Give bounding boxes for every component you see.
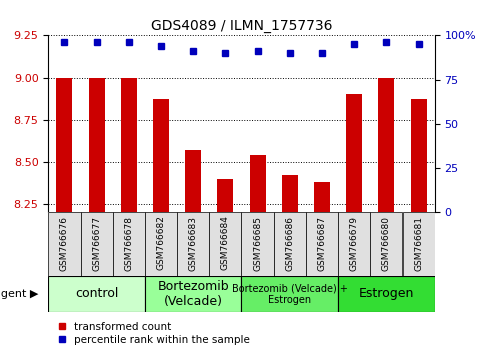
Bar <box>48 212 81 276</box>
Bar <box>209 212 242 276</box>
Bar <box>185 150 201 212</box>
Bar <box>177 212 209 276</box>
Text: GSM766683: GSM766683 <box>189 216 198 270</box>
Bar <box>346 95 362 212</box>
Bar <box>250 155 266 212</box>
Bar <box>113 212 145 276</box>
Text: GSM766680: GSM766680 <box>382 216 391 270</box>
Bar <box>274 212 306 276</box>
Bar <box>88 78 105 212</box>
Text: GSM766685: GSM766685 <box>253 216 262 270</box>
Bar <box>153 99 169 212</box>
Bar <box>402 212 435 276</box>
Bar <box>121 78 137 212</box>
Text: GSM766684: GSM766684 <box>221 216 230 270</box>
Text: GSM766677: GSM766677 <box>92 216 101 270</box>
Text: GSM766687: GSM766687 <box>317 216 327 270</box>
Text: GSM766686: GSM766686 <box>285 216 294 270</box>
Text: agent ▶: agent ▶ <box>0 289 39 299</box>
Bar <box>57 78 72 212</box>
Text: GSM766682: GSM766682 <box>156 216 166 270</box>
Text: Estrogen: Estrogen <box>359 287 414 300</box>
Text: GSM766681: GSM766681 <box>414 216 423 270</box>
Text: GSM766676: GSM766676 <box>60 216 69 270</box>
Bar <box>81 212 113 276</box>
Bar <box>370 212 402 276</box>
Bar <box>145 276 242 312</box>
Title: GDS4089 / ILMN_1757736: GDS4089 / ILMN_1757736 <box>151 19 332 33</box>
Text: Bortezomib
(Velcade): Bortezomib (Velcade) <box>157 280 229 308</box>
Bar <box>378 78 395 212</box>
Text: GSM766679: GSM766679 <box>350 216 359 270</box>
Bar <box>242 276 338 312</box>
Legend: transformed count, percentile rank within the sample: transformed count, percentile rank withi… <box>54 317 255 349</box>
Bar <box>314 182 330 212</box>
Bar <box>242 212 274 276</box>
Bar <box>145 212 177 276</box>
Text: control: control <box>75 287 118 300</box>
Bar <box>282 175 298 212</box>
Bar <box>338 276 435 312</box>
Bar <box>48 276 145 312</box>
Bar <box>217 179 233 212</box>
Text: Bortezomib (Velcade) +
Estrogen: Bortezomib (Velcade) + Estrogen <box>232 283 348 305</box>
Bar <box>306 212 338 276</box>
Bar <box>338 212 370 276</box>
Text: GSM766678: GSM766678 <box>124 216 133 270</box>
Bar <box>411 99 426 212</box>
